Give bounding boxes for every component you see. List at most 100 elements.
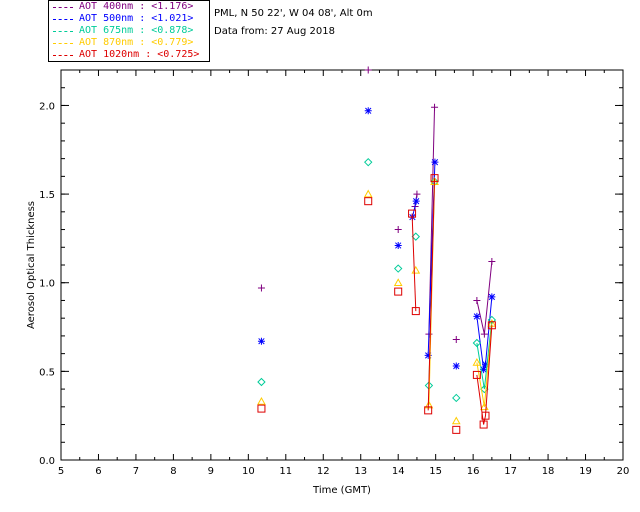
series-line bbox=[411, 201, 417, 218]
point-675nm bbox=[452, 393, 461, 403]
series-line bbox=[427, 178, 436, 411]
point-870nm bbox=[363, 189, 373, 198]
y-tick-label: 0.5 bbox=[39, 367, 55, 378]
point-500nm bbox=[473, 312, 481, 320]
legend-label-870nm: AOT 870nm : <0.779> bbox=[79, 37, 194, 48]
legend-item-400nm: AOT 400nm : <1.176> bbox=[49, 1, 209, 13]
point-400nm bbox=[473, 296, 481, 304]
point-870nm bbox=[393, 278, 403, 287]
point-1020nm bbox=[424, 406, 433, 415]
point-500nm bbox=[257, 337, 265, 345]
point-500nm bbox=[364, 107, 372, 115]
legend-item-870nm: AOT 870nm : <0.779> bbox=[49, 37, 209, 49]
y-tick-label: 2.0 bbox=[39, 101, 55, 112]
legend-item-675nm: AOT 675nm : <0.878> bbox=[49, 25, 209, 37]
legend-label-400nm: AOT 400nm : <1.176> bbox=[79, 1, 194, 12]
point-500nm bbox=[412, 197, 420, 205]
y-tick-label: 0.0 bbox=[39, 456, 55, 467]
point-400nm bbox=[452, 335, 460, 343]
point-400nm bbox=[257, 284, 265, 292]
series-aot-870nm bbox=[257, 177, 497, 425]
point-1020nm bbox=[452, 425, 461, 434]
point-675nm bbox=[487, 315, 497, 325]
point-1020nm bbox=[430, 174, 439, 183]
point-1020nm bbox=[364, 197, 373, 206]
point-870nm bbox=[451, 416, 461, 425]
series-aot-500nm bbox=[257, 107, 496, 374]
x-tick-label: 16 bbox=[467, 466, 480, 477]
point-870nm bbox=[424, 400, 434, 409]
point-1020nm bbox=[487, 321, 496, 330]
legend-label-675nm: AOT 675nm : <0.878> bbox=[79, 25, 194, 36]
site-location: PML, N 50 22', W 04 08', Alt 0m bbox=[214, 8, 373, 19]
series-line bbox=[476, 325, 493, 425]
x-tick-label: 17 bbox=[504, 466, 517, 477]
series-line bbox=[411, 213, 417, 312]
series-aot-1020nm bbox=[257, 174, 496, 434]
legend-item-500nm: AOT 500nm : <1.021> bbox=[49, 13, 209, 25]
series-aot-400nm bbox=[257, 66, 496, 343]
point-1020nm bbox=[479, 420, 488, 429]
point-400nm bbox=[480, 330, 488, 338]
x-tick-label: 5 bbox=[58, 466, 64, 477]
legend: AOT 400nm : <1.176> AOT 500nm : <1.021> … bbox=[48, 0, 210, 62]
x-tick-label: 6 bbox=[95, 466, 101, 477]
point-675nm bbox=[411, 232, 421, 241]
point-675nm bbox=[393, 264, 403, 273]
legend-swatch-870nm bbox=[53, 43, 73, 44]
point-1020nm bbox=[481, 411, 490, 420]
x-axis-label: Time (GMT) bbox=[312, 485, 371, 496]
point-500nm bbox=[488, 293, 496, 301]
legend-swatch-675nm bbox=[53, 31, 73, 32]
point-870nm bbox=[257, 396, 266, 405]
x-tick-label: 19 bbox=[579, 466, 592, 477]
y-tick-label: 1.0 bbox=[39, 279, 55, 290]
y-axis-label: Aerosol Optical Thickness bbox=[26, 201, 37, 329]
legend-swatch-500nm bbox=[53, 19, 73, 20]
point-500nm bbox=[480, 366, 488, 374]
x-tick-label: 15 bbox=[429, 466, 442, 477]
point-675nm bbox=[480, 384, 489, 394]
point-870nm bbox=[411, 265, 421, 274]
point-400nm bbox=[394, 226, 402, 234]
series-layer bbox=[257, 66, 497, 434]
axis-ticks: 5 6 7 8 9 10 11 12 13 14 15 16 17 18 19 20 0.0 0.5 1.0 1.5 2… bbox=[39, 70, 629, 477]
plot-frame bbox=[60, 69, 624, 461]
x-tick-label: 8 bbox=[170, 466, 176, 477]
legend-label-1020nm: AOT 1020nm : <0.725> bbox=[79, 49, 200, 60]
point-675nm bbox=[472, 338, 482, 348]
series-line bbox=[476, 319, 493, 390]
point-1020nm bbox=[394, 287, 403, 296]
series-line bbox=[476, 323, 493, 407]
point-400nm bbox=[431, 103, 439, 111]
x-tick-label: 20 bbox=[617, 466, 630, 477]
point-500nm bbox=[431, 158, 439, 166]
legend-item-1020nm: AOT 1020nm : <0.725> bbox=[49, 49, 209, 61]
point-500nm bbox=[394, 242, 402, 249]
x-tick-label: 11 bbox=[279, 466, 292, 477]
point-1020nm bbox=[472, 370, 481, 379]
data-date: Data from: 27 Aug 2018 bbox=[214, 26, 335, 37]
y-tick-label: 1.5 bbox=[39, 190, 55, 201]
x-tick-label: 9 bbox=[208, 466, 214, 477]
legend-swatch-1020nm bbox=[53, 55, 73, 56]
point-675nm bbox=[364, 157, 373, 167]
point-675nm bbox=[257, 377, 266, 387]
point-500nm bbox=[481, 360, 489, 368]
point-1020nm bbox=[257, 404, 266, 413]
x-tick-label: 13 bbox=[354, 466, 367, 477]
point-1020nm bbox=[411, 307, 420, 316]
point-500nm bbox=[452, 362, 460, 370]
x-tick-label: 7 bbox=[133, 466, 139, 477]
series-aot-675nm bbox=[257, 157, 497, 403]
legend-swatch-400nm bbox=[53, 7, 73, 8]
point-870nm bbox=[472, 357, 482, 366]
point-400nm bbox=[413, 190, 421, 198]
point-500nm bbox=[424, 351, 432, 359]
x-tick-label: 14 bbox=[392, 466, 405, 477]
point-400nm bbox=[364, 66, 372, 74]
point-400nm bbox=[488, 257, 496, 265]
x-tick-label: 12 bbox=[317, 466, 330, 477]
x-tick-label: 18 bbox=[542, 466, 555, 477]
